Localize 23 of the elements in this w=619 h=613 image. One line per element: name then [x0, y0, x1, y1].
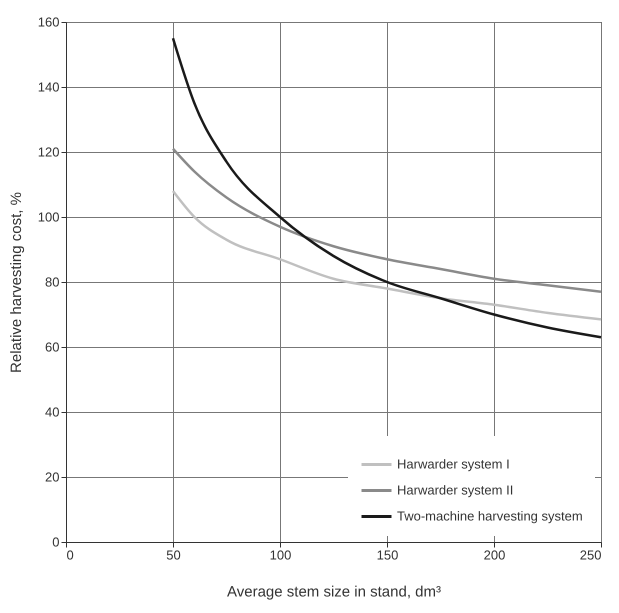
y-tick-label: 100 — [38, 210, 60, 224]
x-tick-label: 250 — [580, 548, 602, 562]
y-tick-label: 0 — [52, 534, 60, 550]
x-tick-label: 50 — [166, 548, 181, 562]
line-series — [172, 190, 602, 321]
y-tick-label: 60 — [45, 340, 60, 354]
x-tick-label: 200 — [484, 548, 506, 562]
legend-label: Harwarder system II — [397, 482, 514, 498]
y-axis-title: Relative harvesting cost, % — [8, 192, 25, 373]
y-tick-label: 120 — [38, 144, 60, 160]
y-tick-label: 80 — [45, 274, 60, 290]
x-tick-label: 150 — [376, 548, 398, 562]
legend-label: Harwarder system I — [397, 456, 510, 472]
line-series — [172, 37, 602, 338]
y-tick-label: 40 — [45, 404, 60, 420]
legend-label: Two-machine harvesting system — [397, 508, 583, 524]
x-tick-label: 100 — [270, 548, 292, 562]
y-tick-label: 20 — [45, 470, 60, 484]
x-tick-label: 0 — [66, 548, 74, 562]
y-tick-label: 140 — [38, 80, 60, 94]
x-axis-title: Average stem size in stand, dm³ — [227, 584, 441, 600]
line-series — [172, 148, 602, 293]
y-tick-label: 160 — [38, 14, 60, 30]
